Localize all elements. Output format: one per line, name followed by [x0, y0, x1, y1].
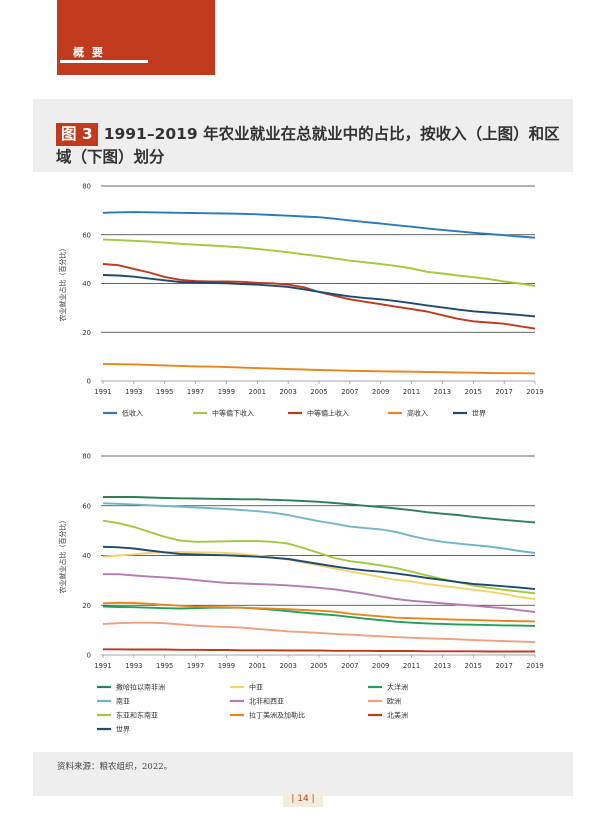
y-axis-label: 农业就业占比（百分比） — [58, 245, 67, 322]
x-tick-label: 2017 — [495, 388, 512, 396]
y-tick-label: 40 — [82, 280, 91, 288]
legend-label: 欧洲 — [387, 697, 401, 706]
series-line — [102, 545, 536, 591]
y-tick-label: 80 — [82, 453, 91, 461]
legend-label: 中等偏上收入 — [307, 409, 349, 418]
page-number: | 14 | — [283, 791, 323, 807]
figure-title: 1991–2019 年农业就业在总就业中的占比，按收入（上图）和区域（下图）划分 — [56, 125, 560, 166]
x-tick-label: 1995 — [156, 662, 173, 670]
y-tick-label: 0 — [87, 378, 91, 386]
x-tick-label: 1999 — [218, 388, 235, 396]
x-tick-label: 1995 — [156, 388, 173, 396]
x-tick-label: 2007 — [341, 388, 358, 396]
series-line — [102, 502, 536, 554]
x-tick-label: 2001 — [249, 662, 266, 670]
x-tick-label: 2011 — [403, 388, 420, 396]
y-tick-label: 20 — [82, 602, 91, 610]
y-tick-label: 60 — [82, 502, 91, 510]
x-tick-label: 2005 — [310, 388, 327, 396]
legend-label: 世界 — [116, 725, 130, 734]
y-tick-label: 20 — [82, 329, 91, 337]
legend-label: 中亚 — [249, 683, 263, 692]
section-tab-label: 概 要 — [73, 46, 105, 59]
y-tick-label: 80 — [82, 183, 91, 191]
series-line — [102, 362, 536, 375]
series-line — [102, 621, 536, 644]
series-line — [102, 605, 536, 627]
section-tab-underline — [60, 60, 148, 63]
x-tick-label: 2009 — [372, 662, 389, 670]
x-tick-label: 1991 — [94, 388, 111, 396]
x-tick-label: 2009 — [372, 388, 389, 396]
series-line — [103, 573, 536, 613]
legend-label: 低收入 — [122, 409, 143, 418]
x-tick-label: 2019 — [526, 388, 543, 396]
x-tick-label: 2017 — [495, 662, 512, 670]
series-line — [102, 238, 536, 287]
series-line — [102, 551, 536, 600]
x-tick-label: 2015 — [465, 388, 482, 396]
y-axis-label: 农业就业占比（百分比） — [58, 517, 67, 594]
legend-label: 高收入 — [407, 409, 428, 418]
legend-label: 北美洲 — [387, 711, 408, 720]
series-line — [102, 274, 536, 318]
legend-label: 世界 — [472, 409, 486, 418]
x-tick-label: 2003 — [279, 662, 296, 670]
x-tick-label: 2015 — [465, 662, 482, 670]
series-line — [103, 496, 536, 524]
x-tick-label: 1991 — [94, 662, 111, 670]
series-line — [102, 519, 536, 595]
legend-label: 拉丁美洲及加勒比 — [249, 711, 305, 720]
legend-label: 北非和西亚 — [249, 697, 284, 706]
x-tick-label: 1993 — [125, 388, 142, 396]
x-tick-label: 2019 — [526, 662, 543, 670]
source-note: 资料来源：粮农组织，2022。 — [57, 762, 173, 772]
x-tick-label: 2005 — [310, 662, 327, 670]
series-line — [103, 648, 535, 653]
x-tick-label: 2003 — [279, 388, 296, 396]
series-line — [102, 601, 536, 623]
x-tick-label: 2011 — [403, 662, 420, 670]
series-line — [102, 263, 536, 330]
x-tick-label: 1993 — [125, 662, 142, 670]
x-tick-label: 2013 — [434, 662, 451, 670]
x-tick-label: 1997 — [187, 388, 204, 396]
legend-label: 撒哈拉以南非洲 — [116, 683, 165, 692]
figure-badge: 图 3 — [56, 123, 98, 146]
figure-title-block: 图 3 1991–2019 年农业就业在总就业中的占比，按收入（上图）和区域（下图… — [56, 123, 561, 169]
x-tick-label: 1997 — [187, 662, 204, 670]
x-tick-label: 2007 — [341, 662, 358, 670]
x-tick-label: 2001 — [249, 388, 266, 396]
legend-label: 中等偏下收入 — [212, 409, 254, 418]
legend-label: 南亚 — [116, 697, 130, 706]
y-tick-label: 0 — [87, 652, 91, 660]
x-tick-label: 1999 — [218, 662, 235, 670]
y-tick-label: 40 — [82, 552, 91, 560]
legend-label: 大洋洲 — [387, 683, 408, 692]
legend-label: 东亚和东南亚 — [116, 711, 158, 720]
series-line — [102, 211, 536, 239]
section-tab: 概 要 — [57, 0, 215, 75]
x-tick-label: 2013 — [434, 388, 451, 396]
y-tick-label: 60 — [82, 231, 91, 239]
